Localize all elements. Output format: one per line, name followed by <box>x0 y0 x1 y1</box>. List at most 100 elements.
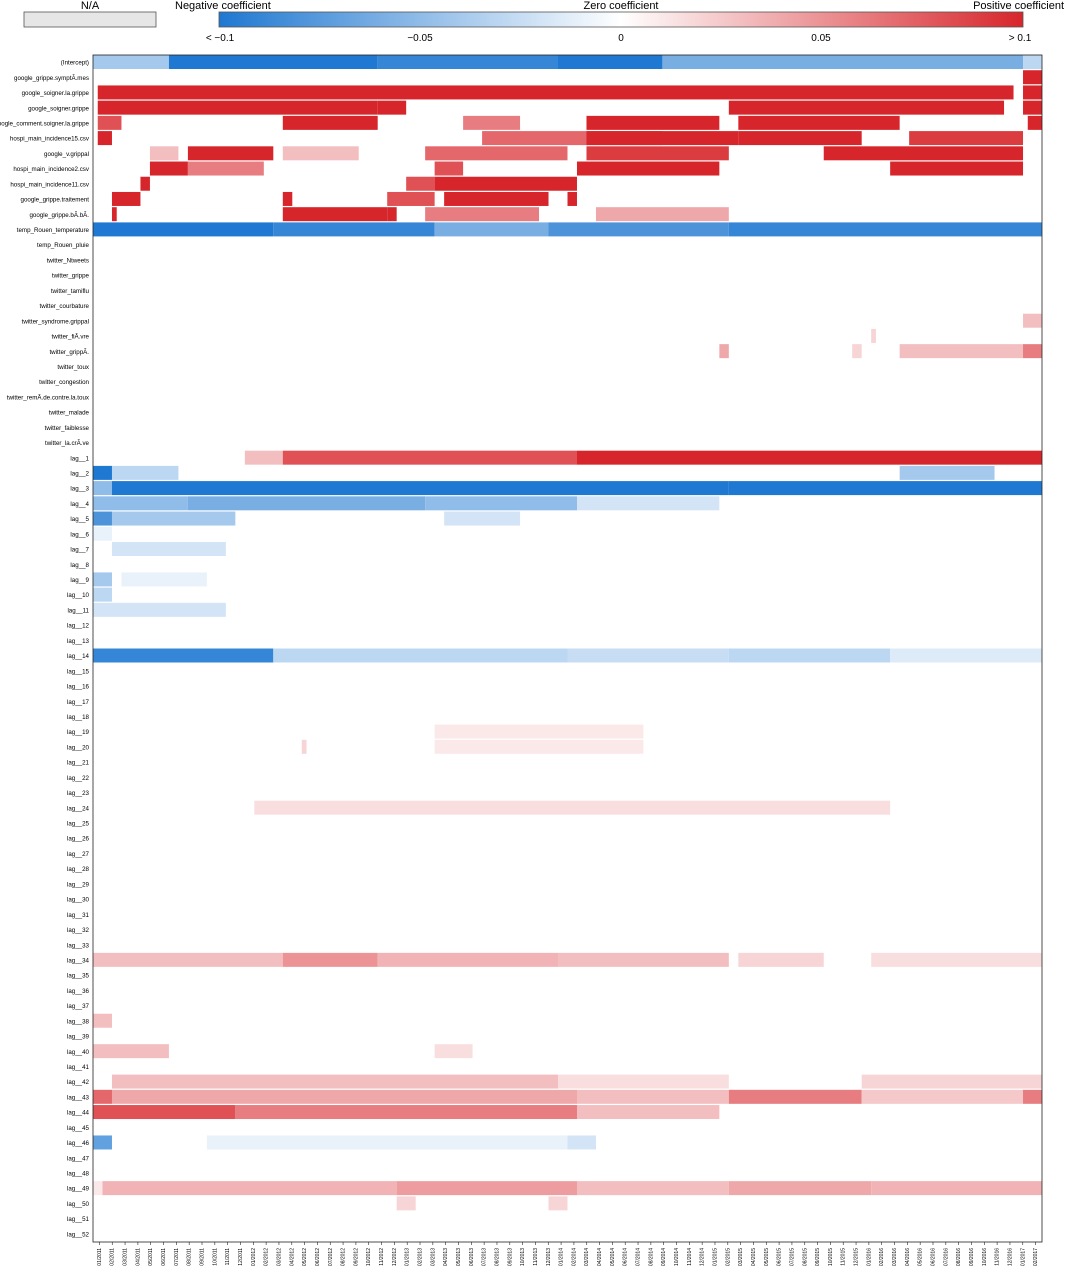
row-label: lag__4 <box>70 501 89 508</box>
row-label: temp_Rouen_temperature <box>17 227 90 234</box>
heat-cell <box>548 222 729 237</box>
heatmap-cells <box>93 55 1042 1211</box>
row-label: lag__43 <box>67 1094 90 1101</box>
heat-cell <box>377 952 559 967</box>
heat-cell <box>387 191 435 206</box>
heat-cell <box>434 161 464 176</box>
heat-cell <box>168 55 378 69</box>
heat-cell <box>93 648 274 663</box>
heat-cell <box>149 146 179 161</box>
row-label: twitter_congestion <box>39 379 89 386</box>
row-label: (Intercept) <box>61 60 89 67</box>
row-label: lag__3 <box>70 486 89 493</box>
x-tick-label: 09/2014 <box>661 1248 667 1266</box>
row-label: lag__33 <box>67 942 90 949</box>
heat-cell <box>728 1181 872 1196</box>
heat-cell <box>93 55 169 69</box>
x-tick-label: 11/2015 <box>841 1248 847 1266</box>
heat-cell <box>273 648 568 663</box>
heat-cell <box>93 1181 103 1196</box>
legend-tick-3: 0.05 <box>811 33 831 44</box>
row-label: lag__26 <box>67 836 90 843</box>
row-label: lag__23 <box>67 790 90 797</box>
heat-cell <box>434 724 644 739</box>
heat-cell <box>93 1013 112 1028</box>
heat-cell <box>1023 1089 1042 1104</box>
legend-color-bar <box>218 11 1024 28</box>
heat-cell <box>444 191 549 206</box>
row-label: google_grippe.traitement <box>21 197 90 204</box>
row-label: twitter_grippe <box>52 273 90 280</box>
x-tick-label: 06/2012 <box>315 1248 321 1266</box>
x-tick-label: 11/2012 <box>379 1248 385 1266</box>
heat-cell <box>871 952 1042 967</box>
x-tick-label: 02/2016 <box>879 1248 885 1266</box>
x-tick-label: 06/2014 <box>623 1248 629 1266</box>
x-tick-label: 04/2016 <box>905 1248 911 1266</box>
x-tick-label: 05/2014 <box>610 1248 616 1266</box>
heat-cell <box>728 222 1042 237</box>
heat-cell <box>586 115 720 130</box>
heat-cell <box>97 85 1014 100</box>
heat-cell <box>595 207 729 222</box>
heat-cell <box>1023 85 1042 100</box>
heat-cell <box>871 1181 1042 1196</box>
heat-cell <box>93 222 274 237</box>
x-tick-label: 05/2016 <box>918 1248 924 1266</box>
row-label: google_grippe.bÃ.bÃ. <box>29 212 89 219</box>
heat-cell <box>738 131 862 146</box>
x-tick-label: 11/2014 <box>687 1248 693 1266</box>
heat-cell <box>576 1181 729 1196</box>
heat-cell <box>282 952 378 967</box>
row-label: lag__24 <box>67 805 90 812</box>
row-label: google_v.grippal <box>44 151 89 158</box>
x-tick-label: 11/2016 <box>995 1248 1001 1266</box>
heat-cell <box>377 100 407 115</box>
heat-cell <box>1023 100 1042 115</box>
x-tick-label: 09/2012 <box>353 1248 359 1266</box>
x-tick-label: 09/2015 <box>815 1248 821 1266</box>
row-label: lag__20 <box>67 744 90 751</box>
row-label: lag__48 <box>67 1171 90 1178</box>
heat-cell <box>93 587 112 602</box>
x-tick-label: 04/2014 <box>597 1248 603 1266</box>
legend-zero-label: Zero coefficient <box>583 0 658 12</box>
x-tick-label: 12/2012 <box>392 1248 398 1266</box>
x-tick-label: 04/2015 <box>751 1248 757 1266</box>
heat-cell <box>558 55 663 69</box>
heat-cell <box>558 1074 729 1089</box>
heat-cell <box>662 55 1024 69</box>
x-tick-label: 01/2014 <box>559 1248 565 1266</box>
heat-cell <box>1023 313 1042 328</box>
row-label: twitter_tamiflu <box>51 288 90 295</box>
row-label: lag__12 <box>67 623 90 630</box>
row-label: lag__39 <box>67 1034 90 1041</box>
x-tick-label: 11/2011 <box>225 1248 231 1266</box>
row-label: google_soigner.grippe <box>28 105 89 112</box>
row-label: hospi_main_incidence11.csv <box>10 181 90 188</box>
heat-cell <box>861 1074 1042 1089</box>
x-tick-label: 07/2014 <box>636 1248 642 1266</box>
row-label: lag__41 <box>67 1064 90 1071</box>
heat-cell <box>111 481 729 496</box>
x-tick-label: 05/2012 <box>302 1248 308 1266</box>
heat-cell <box>187 496 426 511</box>
heat-cell <box>1023 344 1042 359</box>
row-label: twitter_la.crÃ.ve <box>45 440 90 447</box>
heat-cell <box>1027 115 1042 130</box>
row-label: lag__35 <box>67 973 90 980</box>
heat-cell <box>425 496 577 511</box>
heat-cell <box>111 511 236 526</box>
row-label: twitter_grippÃ. <box>49 349 89 356</box>
row-label: lag__10 <box>67 592 90 599</box>
x-tick-label: 09/2013 <box>507 1248 513 1266</box>
x-tick-label: 09/2016 <box>969 1248 975 1266</box>
x-tick-label: 12/2015 <box>854 1248 860 1266</box>
row-label: lag__40 <box>67 1049 90 1056</box>
row-label: lag__51 <box>67 1216 90 1223</box>
row-label: lag__22 <box>67 775 90 782</box>
x-tick-label: 02/2017 <box>1033 1248 1039 1266</box>
heat-cell <box>282 450 577 465</box>
heat-cell <box>434 739 644 754</box>
heat-cell <box>558 952 729 967</box>
